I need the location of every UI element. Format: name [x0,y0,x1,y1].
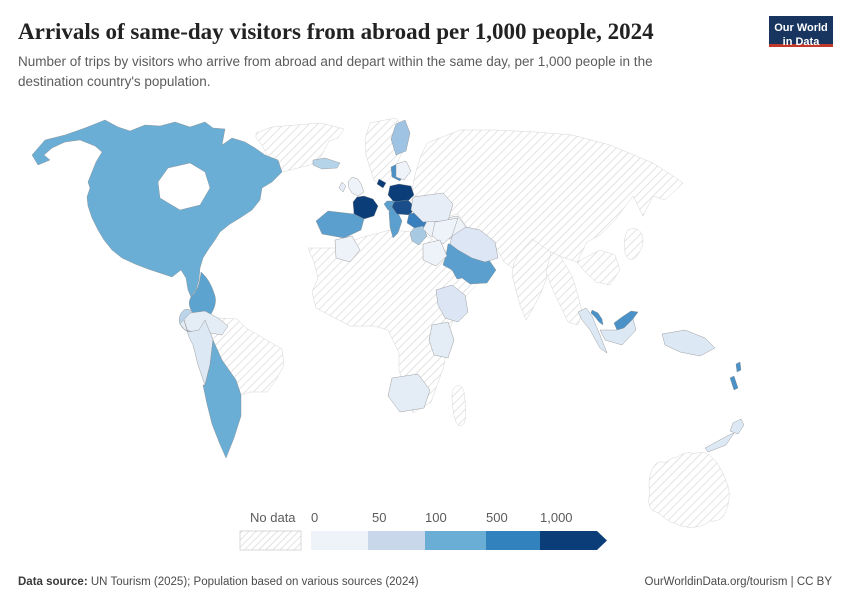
svg-text:50: 50 [372,510,386,525]
svg-text:500: 500 [486,510,508,525]
svg-text:0: 0 [311,510,318,525]
svg-text:No data: No data [250,510,296,525]
svg-text:1,000: 1,000 [540,510,573,525]
svg-text:100: 100 [425,510,447,525]
